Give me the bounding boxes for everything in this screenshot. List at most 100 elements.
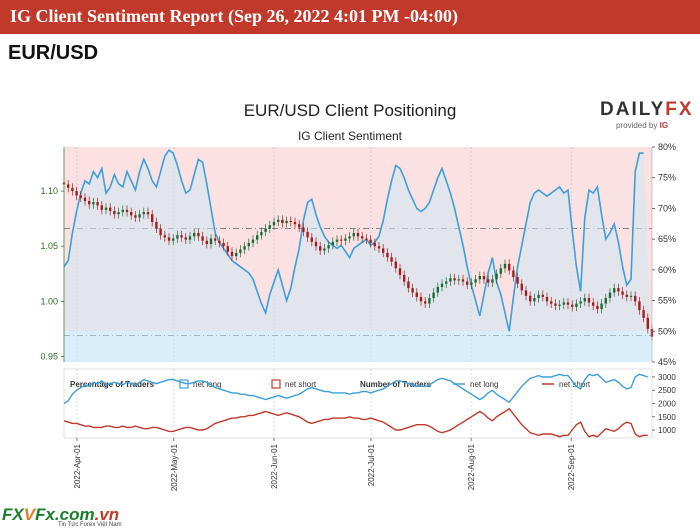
price-candle xyxy=(428,293,431,308)
price-candle xyxy=(550,296,553,308)
price-candle xyxy=(575,299,578,312)
price-candle-body xyxy=(554,303,557,306)
price-candle xyxy=(331,237,334,250)
price-candle xyxy=(407,277,410,293)
price-candle-body xyxy=(134,215,137,218)
price-candle xyxy=(634,291,637,306)
price-candle-body xyxy=(92,202,95,205)
price-candle-body xyxy=(457,279,460,281)
price-candle xyxy=(587,293,591,307)
dailyfx-wordmark: DAILYFX xyxy=(600,99,692,121)
price-candle-body xyxy=(415,292,418,297)
price-candle xyxy=(642,305,645,323)
date-axis-tick-label: 2022-Jul-01 xyxy=(367,443,376,486)
price-candle-body xyxy=(67,184,70,188)
price-candle xyxy=(466,277,469,290)
price-candle xyxy=(167,233,171,246)
price-candle-body xyxy=(314,241,318,247)
price-candle-body xyxy=(508,263,511,271)
price-candle xyxy=(281,215,284,228)
price-candle-body xyxy=(524,290,528,296)
price-candle-body xyxy=(188,236,192,240)
price-candle-body xyxy=(373,242,376,247)
footer-tagline: Tin Tức Forex Việt Nam xyxy=(58,522,122,528)
price-candle xyxy=(310,233,313,247)
price-candle xyxy=(180,230,183,242)
logo-word-daily: DAILY xyxy=(600,99,666,120)
price-candle-body xyxy=(100,205,103,210)
price-candle xyxy=(529,291,532,306)
price-candle xyxy=(373,238,376,251)
price-candle xyxy=(146,207,150,219)
price-candle-body xyxy=(71,187,74,192)
price-candle-body xyxy=(461,279,465,282)
price-candle xyxy=(319,241,322,256)
price-axis-tick-label: 1.00 xyxy=(40,296,58,306)
price-candle xyxy=(596,301,599,314)
price-candle-body xyxy=(306,231,309,238)
price-candle-body xyxy=(377,246,381,249)
price-candle xyxy=(327,240,330,253)
price-candle xyxy=(411,283,414,297)
price-candle xyxy=(285,216,288,228)
price-candle xyxy=(272,217,276,230)
price-candle xyxy=(306,227,309,242)
price-candle xyxy=(361,231,364,243)
price-candle xyxy=(445,277,448,289)
price-candle-body xyxy=(226,246,229,252)
traders-net-short-line xyxy=(63,407,648,438)
chart-title: EUR/USD Client Positioning xyxy=(243,101,457,120)
price-candle-body xyxy=(331,241,334,246)
price-candle-body xyxy=(466,281,469,285)
price-candle-body xyxy=(432,292,435,299)
price-candle-body xyxy=(230,251,234,257)
percent-axis-tick-label: 45% xyxy=(658,357,676,367)
price-candle xyxy=(503,259,507,273)
footer-brand-domain: Fx.com xyxy=(35,505,95,524)
price-candle xyxy=(537,290,540,303)
price-candle-body xyxy=(96,202,99,206)
price-candle xyxy=(579,296,582,308)
price-candle xyxy=(79,191,82,203)
price-candle-body xyxy=(125,209,129,213)
legend-percentage-label: Percentage of Traders xyxy=(70,380,155,389)
price-candle-body xyxy=(142,212,145,215)
price-candle xyxy=(67,180,70,193)
price-candle xyxy=(600,299,603,314)
legend-net-short-swatch xyxy=(271,379,281,389)
price-candle-body xyxy=(470,282,473,285)
price-candle-body xyxy=(382,248,385,253)
price-candle xyxy=(117,207,120,219)
price-candle-body xyxy=(117,212,120,215)
chart-subtitle: IG Client Sentiment xyxy=(297,129,403,143)
price-candle xyxy=(382,244,385,258)
price-candle xyxy=(352,228,355,241)
price-candle xyxy=(176,230,179,243)
price-candle-body xyxy=(121,209,124,213)
price-candle xyxy=(83,193,87,206)
price-candle-body xyxy=(180,235,183,238)
price-candle xyxy=(571,300,574,312)
price-candle-body xyxy=(109,207,112,211)
price-candle xyxy=(71,183,74,196)
percent-axis-tick-label: 65% xyxy=(658,234,676,244)
price-candle xyxy=(604,293,607,308)
logo-provided-by-text: provided by xyxy=(616,121,658,130)
price-candle-body xyxy=(289,220,292,222)
price-candle-body xyxy=(512,270,515,278)
price-candle xyxy=(369,235,372,248)
price-candle xyxy=(482,271,486,284)
price-candle xyxy=(558,300,561,311)
price-candle xyxy=(436,282,439,297)
date-axis-tick-label: 2022-Apr-01 xyxy=(73,443,82,488)
traders-axis-tick-label: 1500 xyxy=(658,413,676,422)
price-candle xyxy=(621,287,624,300)
price-candle xyxy=(508,259,511,275)
price-candle-body xyxy=(243,246,246,250)
price-candle-body xyxy=(88,201,91,205)
date-axis-tick-label: 2022-Aug-01 xyxy=(467,443,476,490)
price-candle xyxy=(251,235,255,248)
price-candle-body xyxy=(583,298,586,302)
price-candle-body xyxy=(272,221,276,226)
price-candle-body xyxy=(75,191,78,196)
